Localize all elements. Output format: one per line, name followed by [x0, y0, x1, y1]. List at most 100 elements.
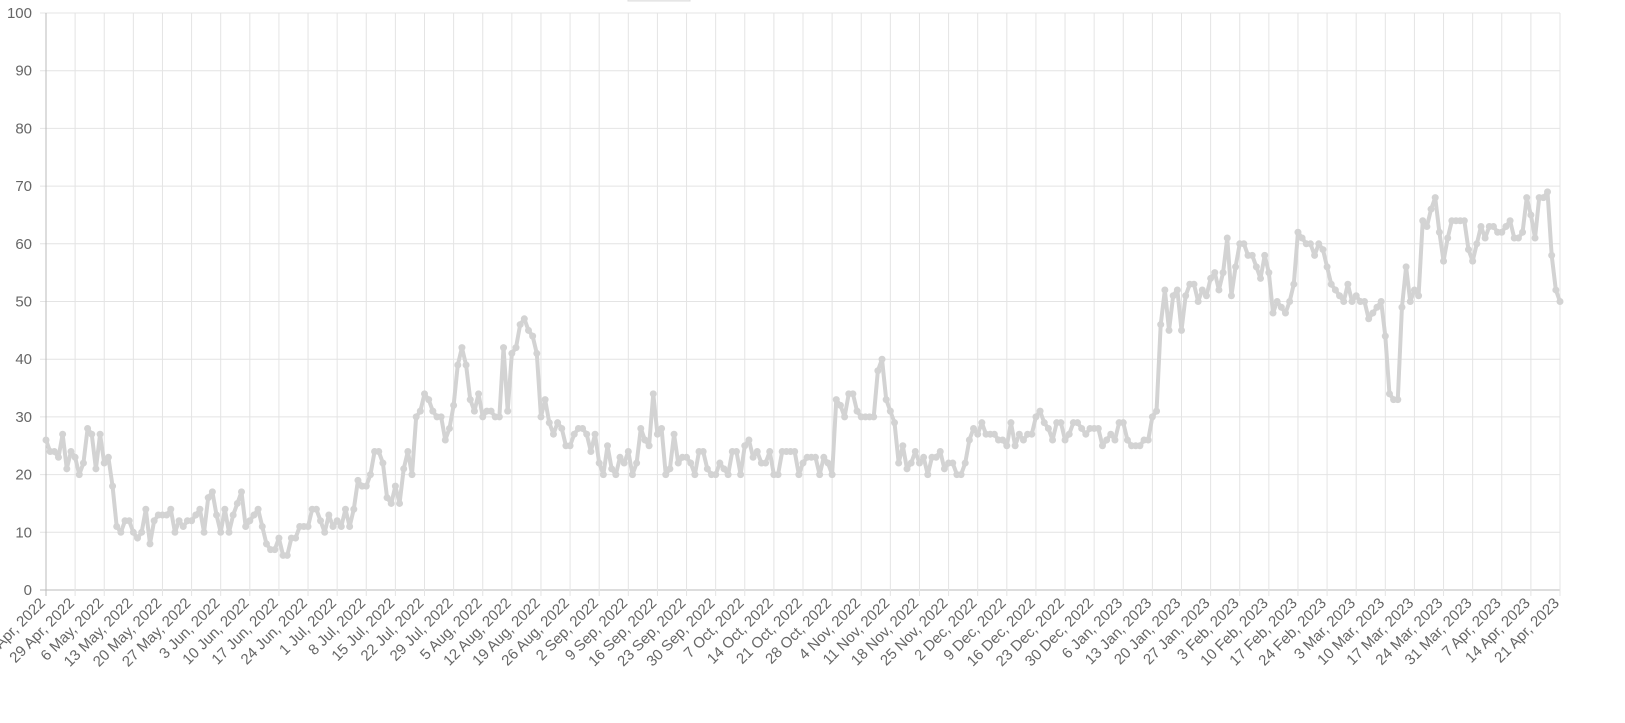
- point: [1178, 326, 1185, 334]
- point: [271, 546, 279, 554]
- point: [1028, 430, 1036, 438]
- point: [978, 419, 986, 427]
- y-tick-label: 70: [15, 178, 32, 195]
- point: [254, 505, 262, 513]
- point: [1294, 228, 1302, 236]
- point: [441, 436, 449, 444]
- point: [233, 499, 241, 507]
- point: [229, 511, 237, 519]
- point: [799, 459, 807, 467]
- point: [674, 459, 682, 467]
- point: [628, 471, 636, 479]
- point: [849, 390, 857, 398]
- point: [1319, 246, 1327, 254]
- point: [50, 448, 58, 456]
- point: [321, 528, 329, 536]
- point: [911, 448, 919, 456]
- point: [458, 344, 466, 352]
- point: [262, 540, 270, 548]
- point: [325, 511, 333, 519]
- point: [1477, 222, 1485, 230]
- point: [421, 390, 428, 398]
- point: [179, 523, 187, 531]
- point: [138, 528, 146, 536]
- point: [1419, 217, 1427, 225]
- point: [92, 465, 100, 473]
- point: [1460, 217, 1468, 225]
- point: [142, 505, 150, 513]
- point: [329, 523, 337, 531]
- point: [587, 448, 595, 456]
- point: [1423, 222, 1431, 230]
- point: [1257, 274, 1265, 282]
- point: [445, 424, 453, 432]
- point: [512, 344, 520, 352]
- point: [1544, 188, 1552, 196]
- point: [1469, 257, 1477, 265]
- point: [167, 505, 175, 513]
- point: [1227, 292, 1235, 300]
- point: [304, 523, 312, 531]
- point: [1531, 234, 1539, 242]
- point: [649, 390, 657, 398]
- point: [1011, 442, 1019, 450]
- point: [404, 448, 412, 456]
- point: [134, 534, 142, 542]
- point: [529, 332, 537, 340]
- point: [192, 511, 200, 519]
- point: [670, 430, 678, 438]
- point: [1519, 228, 1527, 236]
- point: [1406, 298, 1414, 305]
- point: [1548, 251, 1556, 259]
- point: [350, 505, 358, 513]
- point: [383, 494, 391, 502]
- point: [999, 436, 1007, 444]
- point: [1061, 436, 1069, 444]
- point: [1207, 274, 1215, 282]
- point: [1489, 222, 1497, 230]
- point: [741, 442, 749, 450]
- point: [63, 465, 71, 473]
- point: [508, 349, 516, 357]
- point: [591, 430, 599, 438]
- point: [749, 453, 757, 461]
- point: [1032, 413, 1040, 421]
- y-tick-label: 20: [15, 467, 32, 484]
- point: [1098, 442, 1106, 450]
- point: [1277, 303, 1285, 311]
- point: [292, 534, 300, 542]
- point: [974, 430, 982, 438]
- y-tick-label: 40: [15, 351, 32, 368]
- point: [1311, 251, 1319, 259]
- point: [882, 396, 890, 404]
- y-tick-label: 0: [24, 582, 32, 599]
- point: [100, 459, 108, 467]
- point: [429, 407, 437, 415]
- point: [362, 482, 370, 490]
- point: [1123, 436, 1131, 444]
- point: [317, 517, 325, 525]
- point: [899, 442, 907, 450]
- point: [500, 344, 508, 352]
- point: [1331, 286, 1339, 294]
- point: [1173, 286, 1181, 294]
- point: [129, 528, 137, 536]
- point: [1410, 286, 1418, 294]
- point: [965, 436, 973, 444]
- point: [853, 407, 861, 415]
- point: [1373, 303, 1381, 311]
- point: [175, 517, 183, 525]
- point: [1019, 436, 1027, 444]
- point: [940, 465, 948, 473]
- point: [1232, 263, 1240, 271]
- point: [537, 413, 545, 421]
- point: [1261, 251, 1269, 259]
- point: [1273, 298, 1281, 305]
- point: [662, 471, 670, 479]
- point: [113, 523, 121, 531]
- point: [117, 528, 125, 536]
- point: [558, 424, 566, 432]
- point: [416, 407, 424, 415]
- point: [400, 465, 408, 473]
- point: [616, 453, 624, 461]
